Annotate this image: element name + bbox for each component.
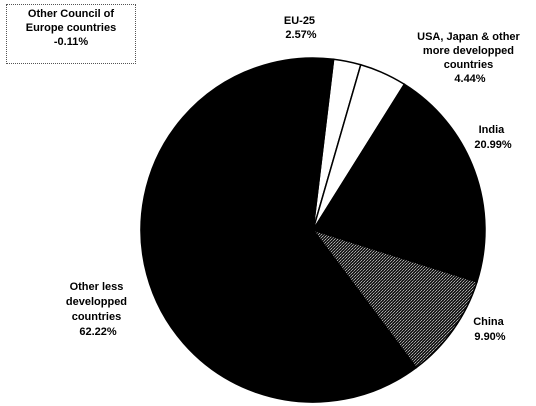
label-other-council-of-europe: Other Council of Europe countries -0.11% — [6, 4, 136, 64]
pie-slices — [140, 57, 486, 403]
pie-slice-china — [310, 228, 478, 369]
pie-slice-india — [311, 83, 486, 283]
label-china: China 9.90% — [473, 316, 507, 343]
label-other-less-developped: Other less developped countries 62.22% — [66, 281, 130, 338]
label-eu-25: EU-25 2.57% — [284, 15, 318, 41]
label-india: India 20.99% — [474, 124, 512, 151]
label-usa-japan: USA, Japan & other more developped count… — [417, 31, 523, 85]
pie-slice-other-less-developped-countries — [140, 57, 418, 403]
